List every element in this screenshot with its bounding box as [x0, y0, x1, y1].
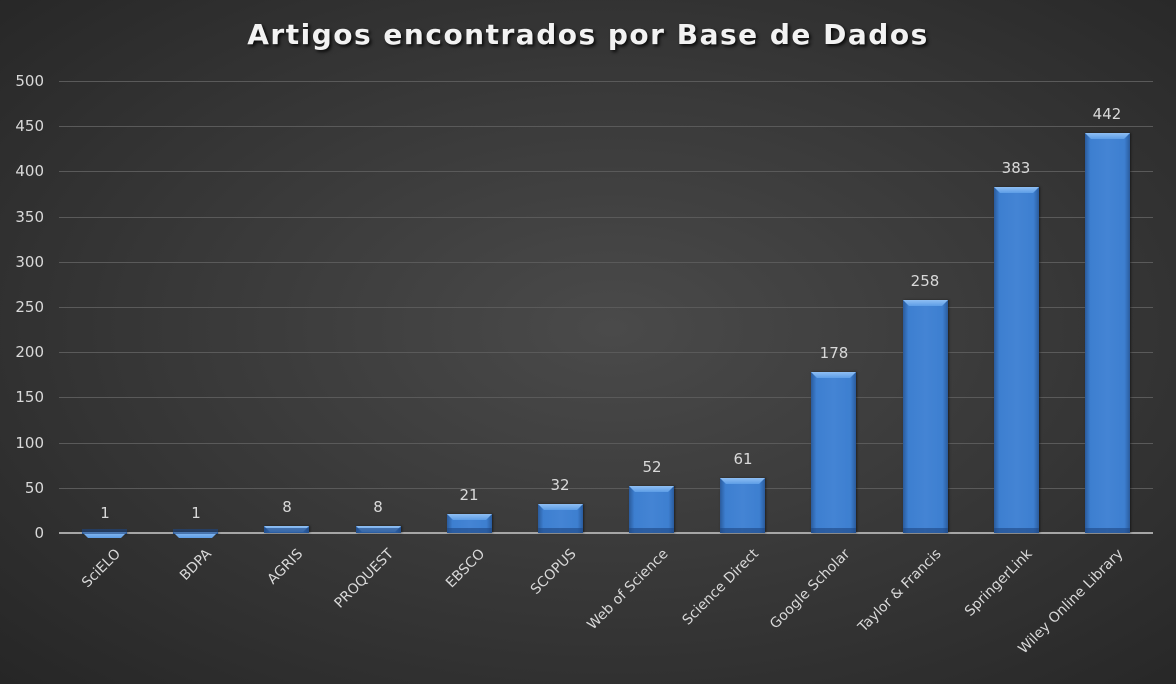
x-tick-label: SciELO	[78, 546, 124, 592]
x-tick-label: AGRIS	[264, 546, 307, 588]
y-tick-label: 500	[15, 72, 44, 90]
y-tick-label: 100	[15, 434, 44, 452]
data-label: 8	[282, 498, 292, 516]
data-label: 52	[642, 458, 662, 476]
data-label: 1	[100, 504, 110, 522]
chart-title: Artigos encontrados por Base de Dados	[247, 18, 929, 51]
x-tick-label: PROQUEST	[331, 546, 398, 612]
y-tick-label: 150	[15, 388, 44, 406]
data-label: 21	[459, 486, 479, 504]
y-tick-label: 200	[15, 343, 44, 361]
gridline	[59, 171, 1153, 172]
gridline	[59, 217, 1153, 218]
x-tick-label: SpringerLink	[961, 546, 1036, 620]
bar	[356, 526, 401, 533]
data-label: 1	[191, 504, 201, 522]
bar	[1085, 133, 1130, 533]
x-tick-label: BDPA	[176, 546, 215, 584]
bar	[903, 300, 948, 533]
gridline	[59, 81, 1153, 82]
y-tick-label: 450	[15, 117, 44, 135]
x-axis-line	[59, 532, 1153, 534]
bar	[994, 187, 1039, 533]
data-label: 61	[733, 450, 753, 468]
x-tick-label: Web of Science	[584, 546, 672, 634]
x-tick-label: Google Scholar	[767, 546, 854, 633]
y-tick-label: 250	[15, 298, 44, 316]
data-label: 178	[819, 344, 849, 362]
bar	[720, 478, 765, 533]
bar	[629, 486, 674, 533]
bar	[447, 514, 492, 533]
gridline	[59, 126, 1153, 127]
x-tick-label: EBSCO	[443, 546, 489, 592]
gridline	[59, 262, 1153, 263]
data-label: 8	[373, 498, 383, 516]
gridline	[59, 307, 1153, 308]
y-tick-label: 400	[15, 162, 44, 180]
bar	[538, 504, 583, 533]
y-tick-label: 50	[24, 479, 44, 497]
x-tick-label: Taylor & Francis	[855, 546, 945, 636]
gridline	[59, 352, 1153, 353]
bar	[82, 529, 127, 534]
x-tick-label: Wiley Online Library	[1015, 546, 1127, 658]
data-label: 32	[550, 476, 570, 494]
bar	[173, 529, 218, 534]
data-label: 383	[1001, 159, 1031, 177]
y-tick-label: 300	[15, 253, 44, 271]
data-label: 442	[1092, 105, 1122, 123]
bar	[811, 372, 856, 533]
y-tick-label: 350	[15, 208, 44, 226]
gridline	[59, 443, 1153, 444]
y-tick-label: 0	[34, 524, 44, 542]
gridline	[59, 488, 1153, 489]
x-tick-label: SCOPUS	[527, 546, 580, 598]
x-tick-label: Science Direct	[679, 546, 762, 629]
bar	[264, 526, 309, 533]
gridline	[59, 397, 1153, 398]
data-label: 258	[910, 272, 940, 290]
